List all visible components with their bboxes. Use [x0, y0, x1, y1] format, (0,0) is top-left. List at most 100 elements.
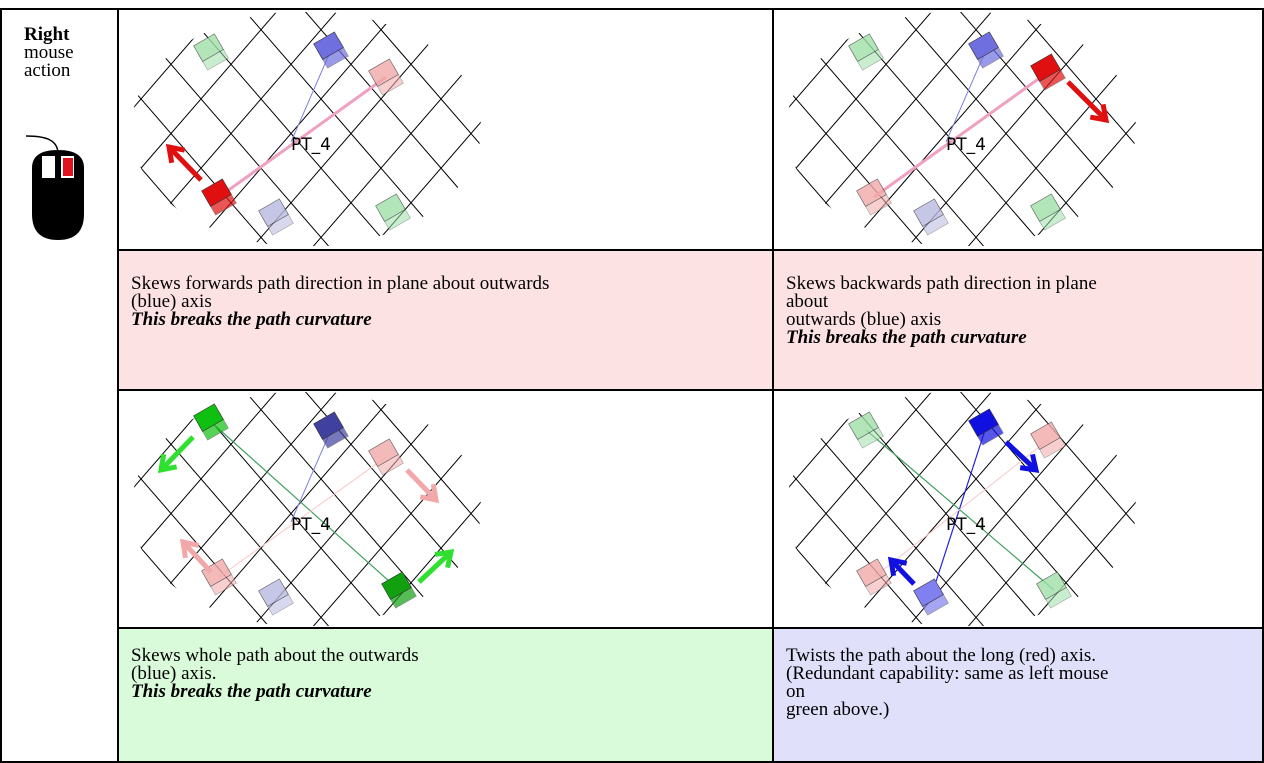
path-line [218, 75, 387, 199]
cube [968, 31, 1004, 69]
path-line [210, 421, 400, 591]
grid-line [290, 392, 481, 626]
grid-line [786, 392, 967, 626]
cube-top [856, 178, 887, 207]
cell-line: (blue) axis [131, 291, 212, 312]
arrow-head [887, 556, 908, 577]
grid-line [350, 12, 481, 246]
text-cell: Skews forwards path direction in plane a… [119, 251, 772, 389]
cube-top [968, 408, 999, 437]
arrow-shaft [159, 435, 195, 472]
cell-line: about [786, 291, 829, 312]
cube-top [368, 438, 399, 467]
grid [131, 12, 481, 246]
cube-top [848, 33, 879, 62]
text-cell: Twists the path about the long (red) axi… [774, 629, 1262, 761]
grid-line [1125, 392, 1136, 626]
cube-top [1036, 571, 1067, 600]
grid-line [1065, 12, 1136, 246]
cube-top [381, 571, 412, 600]
arrow-shaft [1066, 80, 1108, 122]
grid-line [290, 12, 481, 246]
text-cell: Skews whole path about the outwards (blue… [119, 629, 772, 761]
grid-line [786, 392, 947, 626]
diagram: PT_4 [131, 392, 481, 626]
arrow-head [1019, 453, 1040, 474]
cube-top [201, 558, 232, 587]
cube [313, 411, 349, 449]
grid-line [330, 12, 481, 246]
grid-line [470, 392, 481, 626]
cell-line: (Redundant capability: same as left mous… [786, 663, 1109, 684]
mouse-icon [25, 135, 84, 240]
grid-line [1105, 12, 1136, 246]
text-cell: Skews backwards path direction in plane a… [774, 251, 1262, 389]
cube [381, 571, 417, 609]
diagram: PT_4 [131, 12, 481, 246]
grid-line [1005, 392, 1136, 626]
cell-line: green above.) [786, 699, 890, 720]
path-line [873, 70, 1049, 199]
cube [193, 403, 229, 441]
arrow-head [1089, 103, 1110, 124]
arrow-head [179, 538, 200, 559]
cube [313, 31, 349, 69]
cube [913, 578, 949, 616]
grid-line [1105, 392, 1136, 626]
arrow-shaft [1004, 440, 1038, 472]
cube [258, 578, 294, 616]
border [117, 8, 119, 763]
grid-line [450, 392, 481, 626]
grid-line [131, 392, 292, 626]
path-line [290, 429, 332, 523]
border [0, 761, 1264, 763]
cube [968, 408, 1004, 446]
border [0, 8, 2, 763]
cube-top [313, 411, 344, 440]
cube [1036, 571, 1072, 609]
arrow-shaft [167, 145, 203, 182]
cube [1030, 193, 1066, 231]
path-line [945, 49, 987, 143]
diagram: PT_4 [786, 12, 1136, 246]
cell-line: on [786, 681, 805, 702]
cell-emphasis: This breaks the path curvature [131, 309, 372, 330]
point-label: PT_4 [946, 135, 986, 155]
cube-top [193, 33, 224, 62]
cube [1030, 421, 1066, 459]
cube-top [1030, 53, 1061, 82]
grid [131, 392, 481, 626]
sidebar-text: Right mouse action [12, 25, 112, 80]
cube [193, 33, 229, 71]
cell-emphasis: This breaks the path curvature [131, 681, 372, 702]
path-line [873, 439, 1049, 578]
grid-line [925, 392, 1136, 626]
cube-top [368, 58, 399, 87]
border [117, 249, 1264, 251]
border [0, 8, 1264, 10]
border [1262, 8, 1264, 763]
border [117, 389, 1264, 391]
cube-top [375, 193, 406, 222]
arrow-head [419, 483, 440, 504]
arrow-head [157, 453, 178, 474]
grid-line [470, 12, 481, 246]
grid-line [410, 392, 481, 626]
grid-line [925, 12, 1136, 246]
cube-top [193, 403, 224, 432]
grid-line [270, 12, 481, 246]
cube-top [313, 31, 344, 60]
grid-line [1065, 392, 1136, 626]
grid-line [270, 392, 481, 626]
cube-top [1030, 421, 1061, 450]
grid-line [131, 392, 172, 626]
grid-line [945, 392, 1136, 626]
cube-top [258, 198, 289, 227]
cube-top [201, 178, 232, 207]
cell-line: Skews whole path about the outwards [131, 645, 419, 666]
grid-line [131, 12, 292, 246]
grid-line [131, 12, 252, 246]
cube [258, 198, 294, 236]
grid [786, 12, 1136, 246]
grid-line [786, 12, 947, 246]
